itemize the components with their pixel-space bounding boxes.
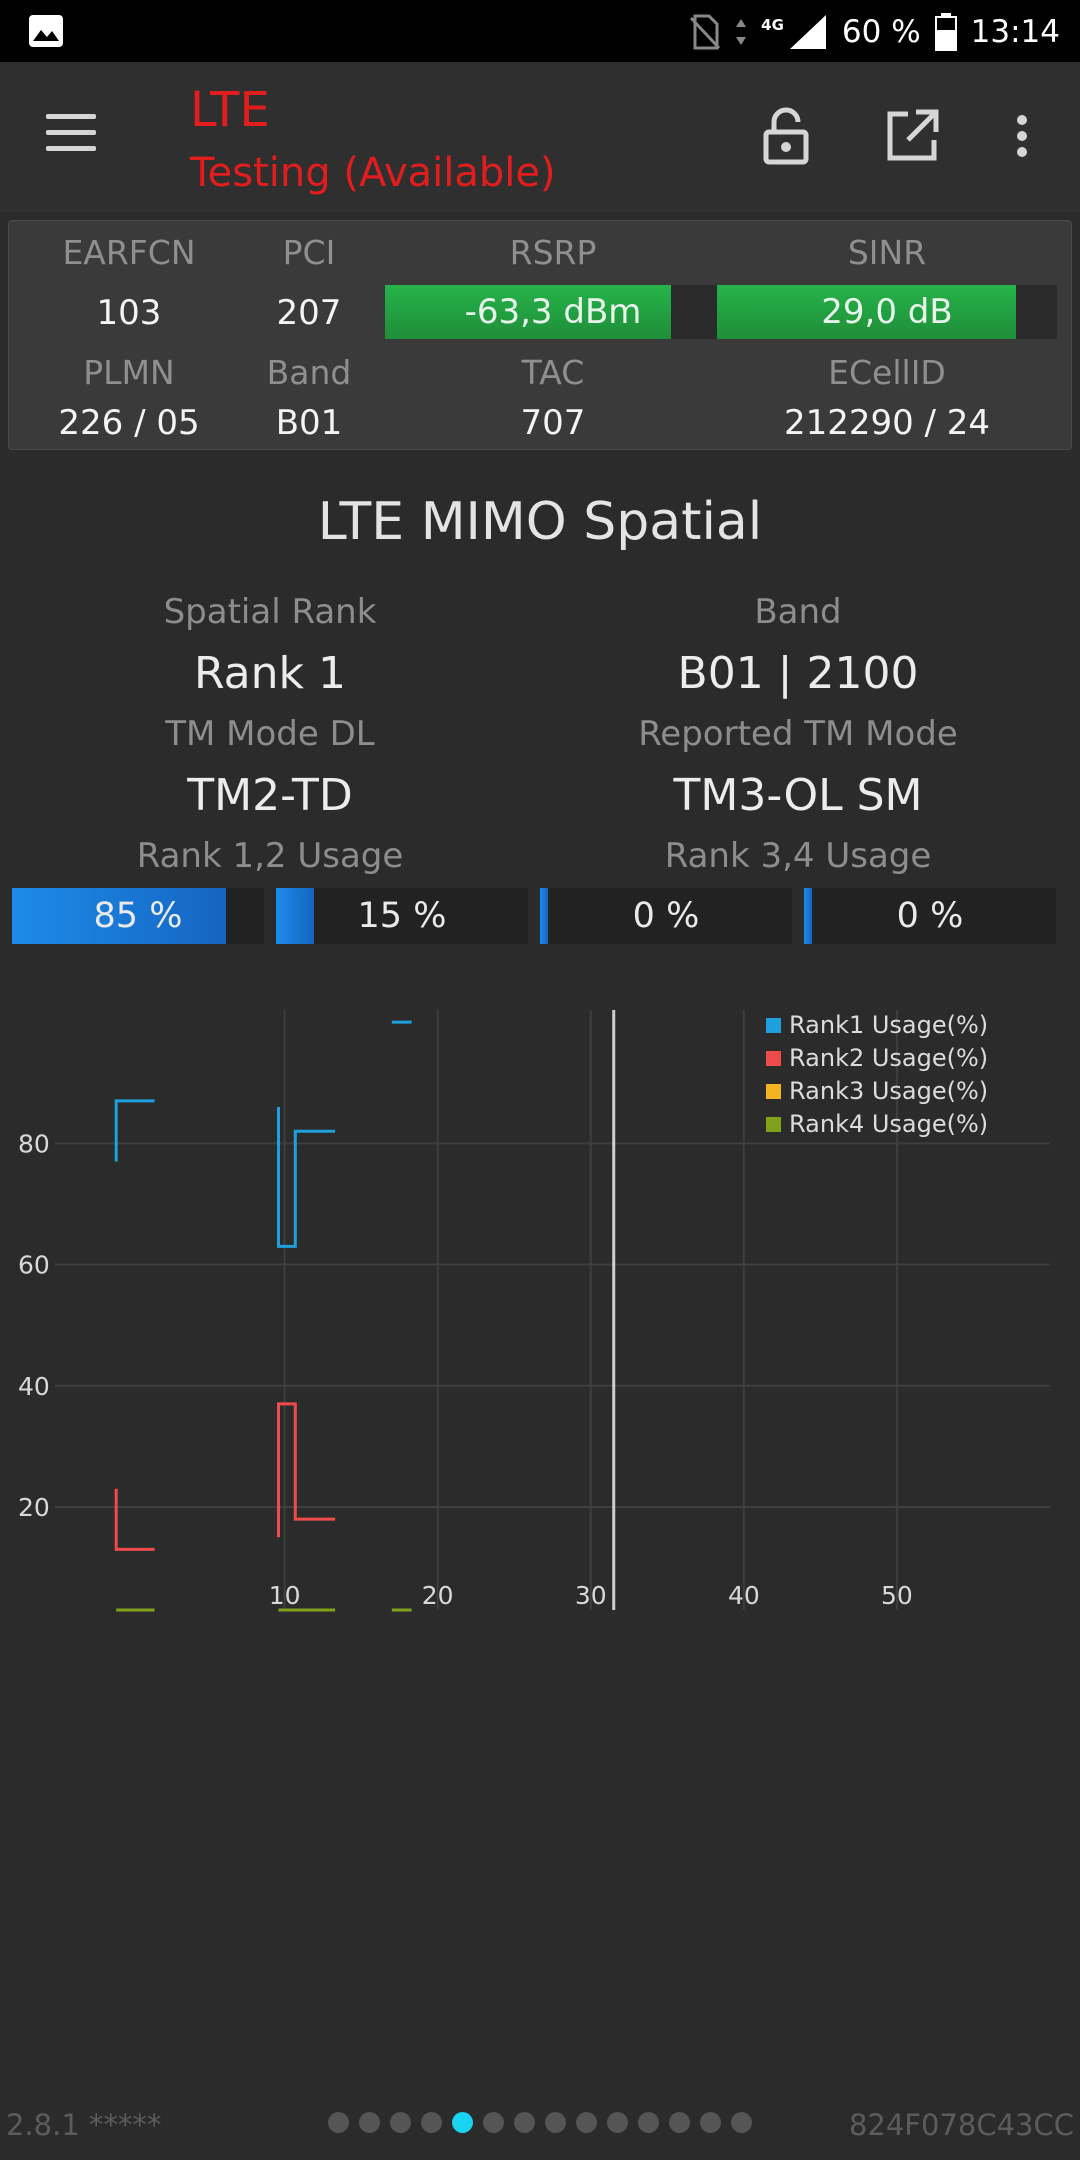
app-title: LTE — [190, 82, 270, 138]
page-dot[interactable] — [514, 2112, 535, 2133]
x-tick-label: 40 — [728, 1581, 760, 1610]
earfcn-value: 103 — [96, 293, 162, 333]
y-tick-label: 60 — [18, 1251, 50, 1280]
series-line-rank2 — [114, 1488, 155, 1551]
page-dot[interactable] — [390, 2112, 411, 2133]
rank3-usage-value: 0 % — [632, 896, 700, 936]
rsrp-label: RSRP — [509, 233, 597, 272]
page-dot[interactable] — [421, 2112, 442, 2133]
page-dot[interactable] — [545, 2112, 566, 2133]
lock-open-icon[interactable] — [754, 104, 818, 168]
page-dot[interactable] — [359, 2112, 380, 2133]
device-id: 824F078C43CC — [848, 2108, 1074, 2142]
rank-bar-fill — [12, 888, 227, 944]
page-dot[interactable] — [607, 2112, 628, 2133]
rank2-usage-value: 15 % — [357, 896, 447, 936]
sinr-meter-fill — [717, 285, 1017, 339]
network-type: 4G — [761, 16, 784, 34]
earfcn-label: EARFCN — [62, 233, 196, 272]
mimo-band-label: Band — [754, 592, 842, 632]
legend-label: Rank2 Usage(%) — [789, 1044, 988, 1072]
image-icon — [28, 14, 64, 52]
pci-value: 207 — [276, 293, 342, 333]
rank3-usage-bar: 0 % — [540, 888, 792, 944]
band-label: Band — [266, 353, 352, 392]
rsrp-meter: -63,3 dBm — [385, 285, 721, 339]
rank12-usage-label: Rank 1,2 Usage — [136, 836, 404, 876]
rank34-usage-label: Rank 3,4 Usage — [664, 836, 932, 876]
spatial-rank-value: Rank 1 — [194, 648, 346, 699]
page-dot[interactable] — [638, 2112, 659, 2133]
legend-swatch — [766, 1051, 781, 1066]
rank-bar-fill — [276, 888, 314, 944]
y-tick-label: 20 — [18, 1493, 50, 1522]
pci-label: PCI — [282, 233, 336, 272]
tac-value: 707 — [520, 403, 586, 443]
page-dot[interactable] — [452, 2112, 473, 2133]
legend-swatch — [766, 1084, 781, 1099]
clock: 13:14 — [970, 14, 1060, 50]
rank2-usage-bar: 15 % — [276, 888, 528, 944]
legend-swatch — [766, 1117, 781, 1132]
legend-label: Rank3 Usage(%) — [789, 1077, 988, 1105]
series-line-rank2 — [277, 1402, 336, 1538]
page-dot[interactable] — [328, 2112, 349, 2133]
spatial-rank-label: Spatial Rank — [163, 592, 377, 632]
x-tick-label: 10 — [269, 1581, 301, 1610]
rank1-usage-value: 85 % — [93, 896, 183, 936]
rank4-usage-value: 0 % — [896, 896, 964, 936]
signal-icon — [788, 13, 828, 51]
y-tick-label: 80 — [18, 1129, 50, 1158]
app-bar: LTE Testing (Available) — [0, 62, 1080, 212]
legend-label: Rank1 Usage(%) — [789, 1011, 988, 1039]
band-value: B01 — [275, 403, 343, 443]
y-tick-label: 40 — [18, 1372, 50, 1401]
x-tick-label: 20 — [422, 1581, 454, 1610]
rank1-usage-bar: 85 % — [12, 888, 264, 944]
cell-info-panel: EARFCN 103 PCI 207 RSRP -63,3 dBm SINR 2… — [8, 220, 1072, 450]
sinr-label: SINR — [847, 233, 927, 272]
legend-swatch — [766, 1018, 781, 1033]
app-version: 2.8.1 ***** — [6, 2108, 162, 2142]
menu-icon[interactable] — [46, 114, 98, 154]
app-subtitle: Testing (Available) — [190, 150, 556, 196]
battery-icon — [934, 13, 957, 51]
no-sim-icon — [689, 14, 721, 50]
x-tick-label: 30 — [575, 1581, 607, 1610]
page-dot[interactable] — [700, 2112, 721, 2133]
x-tick-label: 50 — [881, 1581, 913, 1610]
legend-label: Rank4 Usage(%) — [789, 1110, 988, 1138]
plmn-label: PLMN — [83, 353, 175, 392]
series-line-rank1 — [277, 1107, 336, 1248]
battery-text: 60 % — [841, 14, 921, 50]
rank-usage-chart[interactable]: 20 40 60 80 10 20 30 40 50 Rank1 Usage(%) Rank2 Us… — [0, 990, 1080, 1630]
status-bar: 4G 60 % 13:14 — [0, 0, 1080, 62]
rank4-usage-bar: 0 % — [804, 888, 1056, 944]
open-external-icon[interactable] — [880, 104, 944, 168]
sinr-value: 29,0 dB — [821, 292, 953, 332]
reported-tm-label: Reported TM Mode — [638, 714, 958, 754]
mimo-band-value: B01 | 2100 — [677, 648, 919, 699]
page-indicator[interactable] — [0, 2112, 1080, 2133]
tm-mode-dl-value: TM2-TD — [187, 770, 353, 821]
page-dot[interactable] — [483, 2112, 504, 2133]
page-dot[interactable] — [731, 2112, 752, 2133]
plmn-value: 226 / 05 — [58, 403, 200, 443]
rsrp-value: -63,3 dBm — [464, 292, 642, 332]
page-dot[interactable] — [669, 2112, 690, 2133]
tac-label: TAC — [521, 353, 585, 392]
page-dot[interactable] — [576, 2112, 597, 2133]
section-title: LTE MIMO Spatial — [317, 492, 763, 552]
rank-bar-fill — [804, 888, 812, 944]
ecellid-label: ECellID — [828, 353, 946, 392]
more-vert-icon[interactable] — [1000, 104, 1044, 168]
reported-tm-value: TM3-OL SM — [673, 770, 923, 821]
series-line-rank1 — [114, 1099, 155, 1162]
data-arrows-icon — [735, 17, 747, 47]
rsrp-meter-fill — [385, 285, 671, 339]
sinr-meter: 29,0 dB — [717, 285, 1057, 339]
ecellid-value: 212290 / 24 — [783, 403, 991, 443]
tm-mode-dl-label: TM Mode DL — [165, 714, 375, 754]
rank-bar-fill — [540, 888, 548, 944]
